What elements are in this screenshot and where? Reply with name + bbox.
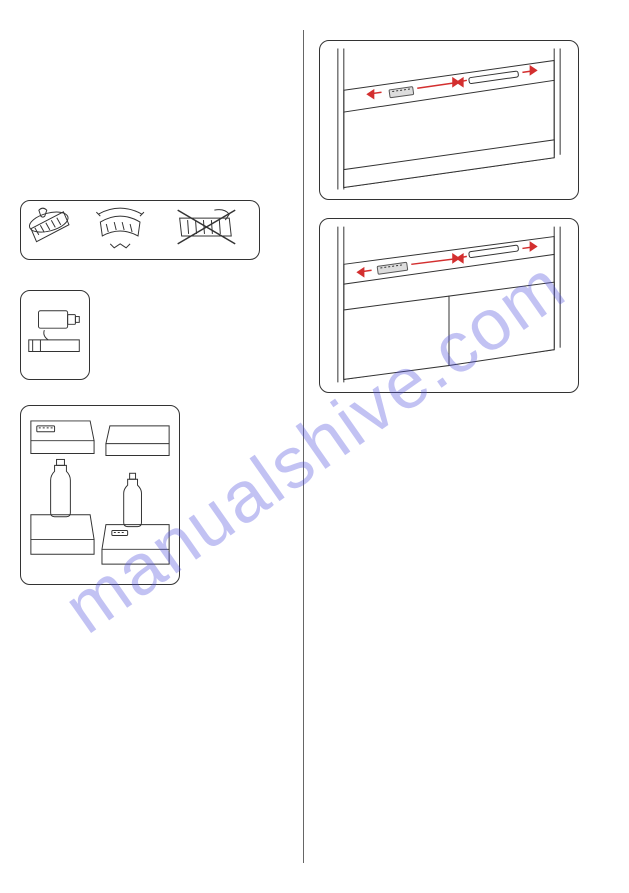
left-column [20,30,303,863]
figure-drawer-slider-bottom [319,218,579,393]
door-shelves-svg [21,405,179,585]
page-container [0,0,629,893]
drawer-bottom-svg [320,218,578,393]
drawer-top-svg [320,40,578,200]
right-column [303,30,609,863]
bottle-holder-svg [21,290,89,380]
figure-bottle-holder [20,290,90,380]
figure-drawer-slider-top [319,40,579,200]
figure-door-shelves [20,405,180,585]
icecube-tray-svg [21,200,259,260]
figure-icecube-tray [20,200,260,260]
